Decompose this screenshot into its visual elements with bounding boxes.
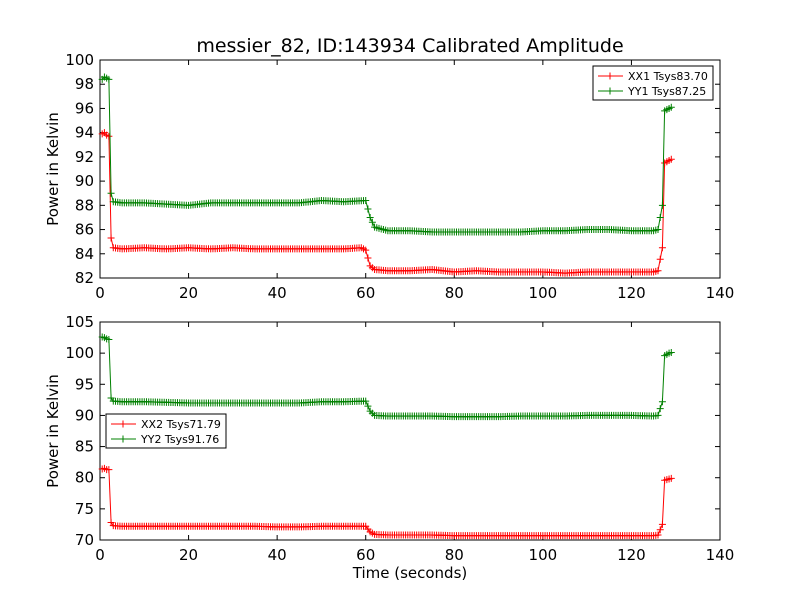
x-tick-label: 100 (529, 284, 558, 302)
x-tick-label: 0 (95, 546, 105, 564)
x-tick-label: 0 (95, 284, 105, 302)
y-axis-label: Power in Kelvin (44, 112, 62, 226)
data-point (107, 189, 115, 197)
x-tick-label: 60 (356, 284, 375, 302)
legend-marker (606, 87, 614, 95)
legend-entry: YY2 Tsys91.76 (140, 433, 219, 446)
data-point (364, 205, 372, 213)
y-tick-label: 88 (75, 196, 94, 214)
data-point (654, 267, 662, 275)
legend-marker (119, 420, 127, 428)
x-tick-label: 80 (445, 546, 464, 564)
y-tick-label: 86 (75, 221, 94, 239)
x-tick-label: 140 (706, 546, 735, 564)
data-point (656, 526, 664, 534)
y-tick-label: 75 (75, 500, 94, 518)
y-tick-label: 92 (75, 148, 94, 166)
data-point (658, 244, 666, 252)
data-point (105, 466, 113, 474)
x-tick-label: 60 (356, 546, 375, 564)
chart-title: messier_82, ID:143934 Calibrated Amplitu… (196, 35, 623, 57)
data-point (364, 254, 372, 262)
legend-entry: YY1 Tsys87.25 (627, 85, 706, 98)
data-point (658, 398, 666, 406)
series-xx1 (98, 129, 675, 277)
series-yy2 (98, 333, 675, 421)
panel-1: 0 20 40 60 80 100 120 140 82 84 86 88 90 92 94 96 98 100 P… (44, 51, 734, 302)
legend-entry: XX2 Tsys71.79 (141, 418, 221, 431)
y-tick-label: 70 (75, 531, 94, 549)
legend-marker (606, 72, 614, 80)
data-point (368, 218, 376, 226)
data-point (667, 474, 675, 482)
data-point (366, 213, 374, 221)
y-tick-label: 90 (75, 406, 94, 424)
data-point (667, 349, 675, 357)
y-tick-label: 94 (75, 124, 94, 142)
y-tick-label: 95 (75, 375, 94, 393)
data-point (654, 411, 662, 419)
y-tick-label: 90 (75, 172, 94, 190)
legend-entry: XX1 Tsys83.70 (628, 70, 708, 83)
x-tick-label: 80 (445, 284, 464, 302)
data-point (654, 531, 662, 539)
data-point (362, 196, 370, 204)
legend: XX2 Tsys71.79 YY2 Tsys91.76 (105, 413, 227, 449)
data-point (364, 402, 372, 410)
data-point (667, 155, 675, 163)
x-axis-label: Time (seconds) (352, 564, 468, 582)
x-tick-label: 40 (268, 284, 287, 302)
data-point (667, 103, 675, 111)
data-point (105, 132, 113, 140)
y-tick-label: 100 (65, 344, 94, 362)
x-tick-label: 20 (179, 546, 198, 564)
data-point (362, 246, 370, 254)
data-point (107, 234, 115, 242)
data-point (654, 226, 662, 234)
x-tick-label: 20 (179, 284, 198, 302)
y-tick-label: 105 (65, 313, 94, 331)
legend-marker (119, 435, 127, 443)
series-yy1 (98, 73, 675, 236)
y-axis-label: Power in Kelvin (44, 374, 62, 488)
x-tick-label: 120 (617, 546, 646, 564)
y-tick-label: 100 (65, 51, 94, 69)
data-point (656, 213, 664, 221)
data-point (362, 397, 370, 405)
data-point (105, 335, 113, 343)
panel-2: 0 20 40 60 80 100 120 140 70 75 80 85 90 95 100 105 Powe… (44, 313, 734, 582)
data-point (656, 405, 664, 413)
y-tick-label: 84 (75, 245, 94, 263)
y-tick-label: 85 (75, 438, 94, 456)
legend-frame (105, 413, 227, 449)
x-tick-label: 120 (617, 284, 646, 302)
data-point (658, 520, 666, 528)
legend-frame (592, 65, 714, 101)
data-point (105, 75, 113, 83)
y-tick-label: 80 (75, 469, 94, 487)
y-tick-label: 96 (75, 99, 94, 117)
y-tick-label: 82 (75, 269, 94, 287)
series-xx2 (98, 464, 675, 540)
legend: XX1 Tsys83.70 YY1 Tsys87.25 (592, 65, 714, 101)
data-point (656, 255, 664, 263)
y-tick-label: 98 (75, 75, 94, 93)
x-tick-label: 40 (268, 546, 287, 564)
x-tick-label: 140 (706, 284, 735, 302)
data-point (658, 201, 666, 209)
x-tick-label: 100 (529, 546, 558, 564)
